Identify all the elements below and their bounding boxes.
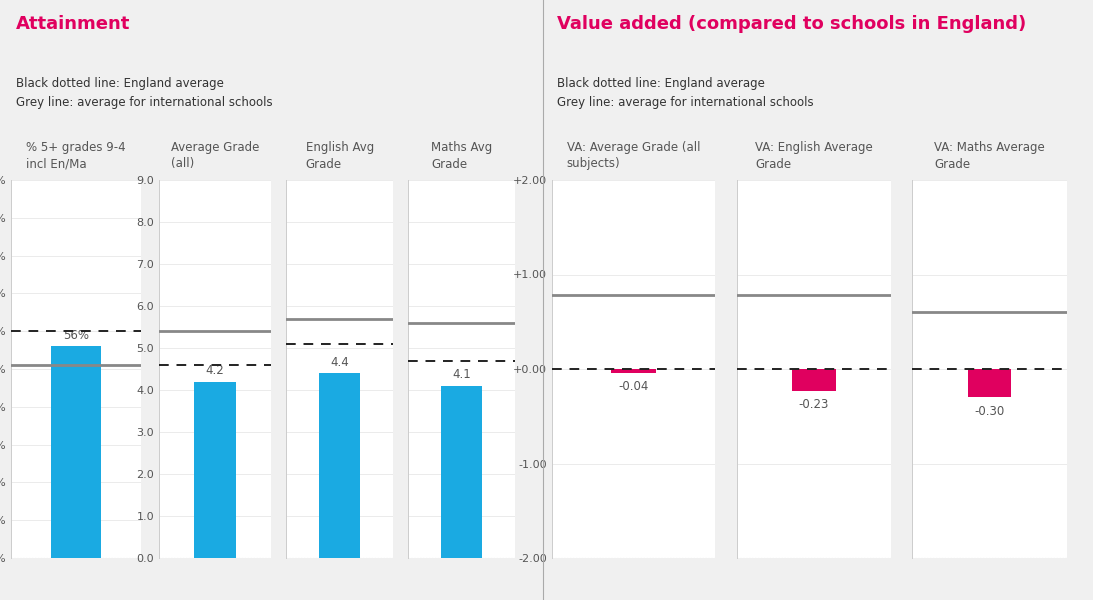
Text: VA: English Average
Grade: VA: English Average Grade [755, 142, 873, 170]
Text: -0.23: -0.23 [799, 398, 830, 411]
Text: Value added (compared to schools in England): Value added (compared to schools in Engl… [557, 15, 1026, 33]
Text: -0.04: -0.04 [618, 380, 648, 394]
Bar [51, 346, 101, 558]
Bar [442, 386, 482, 558]
Text: -0.30: -0.30 [974, 405, 1004, 418]
Text: Maths Avg
Grade: Maths Avg Grade [431, 142, 493, 170]
Text: Average Grade
(all): Average Grade (all) [171, 142, 259, 170]
Bar [968, 369, 1011, 397]
Bar [611, 369, 656, 373]
Text: 56%: 56% [63, 329, 89, 342]
Text: 4.2: 4.2 [205, 364, 224, 377]
Bar [792, 369, 836, 391]
Text: % 5+ grades 9-4
incl En/Ma: % 5+ grades 9-4 incl En/Ma [26, 142, 126, 170]
Text: English Avg
Grade: English Avg Grade [306, 142, 374, 170]
Bar [193, 382, 236, 558]
Text: Attainment: Attainment [16, 15, 131, 33]
Text: 4.1: 4.1 [453, 368, 471, 381]
Text: VA: Maths Average
Grade: VA: Maths Average Grade [935, 142, 1045, 170]
Text: Black dotted line: England average
Grey line: average for international schools: Black dotted line: England average Grey … [557, 77, 814, 109]
Text: Black dotted line: England average
Grey line: average for international schools: Black dotted line: England average Grey … [16, 77, 273, 109]
Bar [319, 373, 361, 558]
Text: VA: Average Grade (all
subjects): VA: Average Grade (all subjects) [566, 142, 700, 170]
Text: 4.4: 4.4 [330, 356, 349, 368]
